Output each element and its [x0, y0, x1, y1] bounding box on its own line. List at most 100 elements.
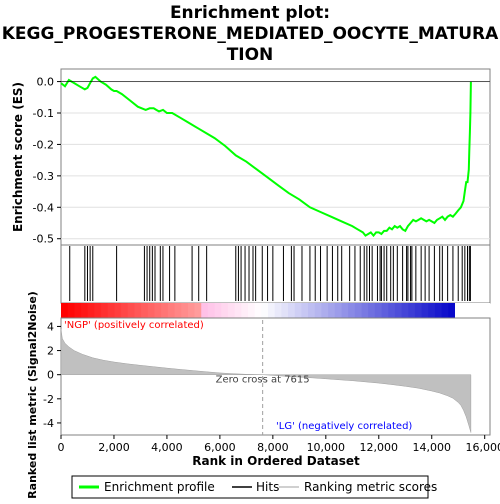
- metric-y-tick-label: 4: [47, 320, 54, 333]
- color-bar-segment: [402, 303, 409, 318]
- color-bar-segment: [68, 303, 75, 318]
- chart-title-line-1: Enrichment plot:: [170, 3, 330, 23]
- color-bar-segment: [74, 303, 81, 318]
- color-bar-segment: [355, 303, 362, 318]
- color-bar-segment: [241, 303, 248, 318]
- color-bar-segment: [121, 303, 128, 318]
- color-bar-segment: [134, 303, 141, 318]
- color-bar-segment: [128, 303, 135, 318]
- es-y-tick-label: -0.5: [33, 233, 54, 246]
- legend-label-enrichment-profile: Enrichment profile: [104, 480, 215, 494]
- color-bar-segment: [101, 303, 108, 318]
- x-tick-label: 6,000: [204, 441, 236, 454]
- color-bar-segment: [181, 303, 188, 318]
- color-bar-segment: [221, 303, 228, 318]
- zero-cross-label: Zero cross at 7615: [216, 375, 310, 386]
- color-bar-segment: [301, 303, 308, 318]
- color-bar-segment: [154, 303, 161, 318]
- metric-y-tick-label: 2: [47, 345, 54, 358]
- es-y-tick-label: -0.4: [33, 201, 54, 214]
- color-bar-segment: [255, 303, 262, 318]
- color-bar-segment: [215, 303, 222, 318]
- color-bar-segment: [275, 303, 282, 318]
- chart-title-line-2: KEGG_PROGESTERONE_MEDIATED_OOCYTE_MATURA: [2, 24, 499, 44]
- es-y-axis-label: Enrichment score (ES): [11, 82, 25, 232]
- color-bar-segment: [188, 303, 195, 318]
- color-bar-segment: [341, 303, 348, 318]
- es-y-tick-label: -0.3: [33, 170, 54, 183]
- metric-y-axis-label: Ranked list metric (Signal2Noise): [26, 291, 39, 499]
- x-tick-label: 0: [58, 441, 65, 454]
- es-y-tick-label: 0.0: [37, 76, 55, 89]
- positive-correlation-label: 'NGP' (positively correlated): [64, 320, 204, 331]
- x-axis: 0 2,000 4,000 6,000 8,000 10,000 12,000 14,000 1…: [58, 435, 500, 454]
- hits-panel-frame: [61, 245, 490, 303]
- color-bar-segment: [288, 303, 295, 318]
- color-bar-segment: [148, 303, 155, 318]
- color-bar-segment: [195, 303, 202, 318]
- color-bar-segment: [308, 303, 315, 318]
- color-bar-segment: [428, 303, 435, 318]
- color-bar-segment: [228, 303, 235, 318]
- color-bar-segment: [395, 303, 402, 318]
- color-bar: [61, 303, 490, 318]
- metric-y-axis: 4 2 0 -2 -4: [43, 320, 61, 429]
- x-tick-label: 14,000: [412, 441, 451, 454]
- x-axis-label: Rank in Ordered Dataset: [192, 454, 360, 468]
- color-bar-segment: [141, 303, 148, 318]
- es-y-axis: 0.0 -0.1 -0.2 -0.3 -0.4 -0.5: [33, 76, 61, 246]
- metric-y-tick-label: -2: [43, 393, 54, 406]
- legend-label-ranking-metric: Ranking metric scores: [304, 480, 437, 494]
- color-bar-segment: [281, 303, 288, 318]
- color-bar-segment: [261, 303, 268, 318]
- chart-title-line-3: TION: [227, 45, 274, 65]
- color-bar-segment: [108, 303, 115, 318]
- color-bar-segment: [328, 303, 335, 318]
- color-bar-segment: [448, 303, 455, 318]
- x-tick-label: 16,000: [465, 441, 500, 454]
- color-bar-segment: [168, 303, 175, 318]
- color-bar-segment: [335, 303, 342, 318]
- legend: Enrichment profile Hits Ranking metric s…: [72, 476, 437, 498]
- color-bar-segment: [295, 303, 302, 318]
- color-bar-tail: [455, 303, 490, 318]
- color-bar-segment: [88, 303, 95, 318]
- color-bar-segment: [248, 303, 255, 318]
- color-bar-segment: [208, 303, 215, 318]
- color-bar-segment: [382, 303, 389, 318]
- legend-label-hits: Hits: [256, 480, 279, 494]
- color-bar-segment: [348, 303, 355, 318]
- x-tick-label: 2,000: [98, 441, 130, 454]
- color-bar-segment: [388, 303, 395, 318]
- color-bar-segment: [422, 303, 429, 318]
- es-panel-frame: [61, 69, 490, 245]
- color-bar-segment: [235, 303, 242, 318]
- negative-correlation-label: 'LG' (negatively correlated): [276, 421, 412, 432]
- color-bar-segment: [201, 303, 208, 318]
- es-y-tick-label: -0.1: [33, 107, 54, 120]
- x-tick-label: 4,000: [151, 441, 183, 454]
- metric-y-tick-label: -4: [43, 417, 54, 430]
- color-bar-segment: [435, 303, 442, 318]
- color-bar-segment: [81, 303, 88, 318]
- color-bar-segment: [321, 303, 328, 318]
- color-bar-segment: [315, 303, 322, 318]
- color-bar-segment: [61, 303, 68, 318]
- color-bar-segment: [375, 303, 382, 318]
- color-bar-segment: [94, 303, 101, 318]
- color-bar-segment: [161, 303, 168, 318]
- color-bar-segment: [408, 303, 415, 318]
- color-bar-segment: [114, 303, 121, 318]
- x-tick-label: 12,000: [360, 441, 399, 454]
- metric-y-tick-label: 0: [47, 369, 54, 382]
- color-bar-segment: [175, 303, 182, 318]
- color-bar-segment: [442, 303, 449, 318]
- color-bar-segment: [415, 303, 422, 318]
- color-bar-segment: [368, 303, 375, 318]
- es-y-tick-label: -0.2: [33, 138, 54, 151]
- color-bar-segment: [268, 303, 275, 318]
- x-tick-label: 10,000: [307, 441, 346, 454]
- x-tick-label: 8,000: [257, 441, 289, 454]
